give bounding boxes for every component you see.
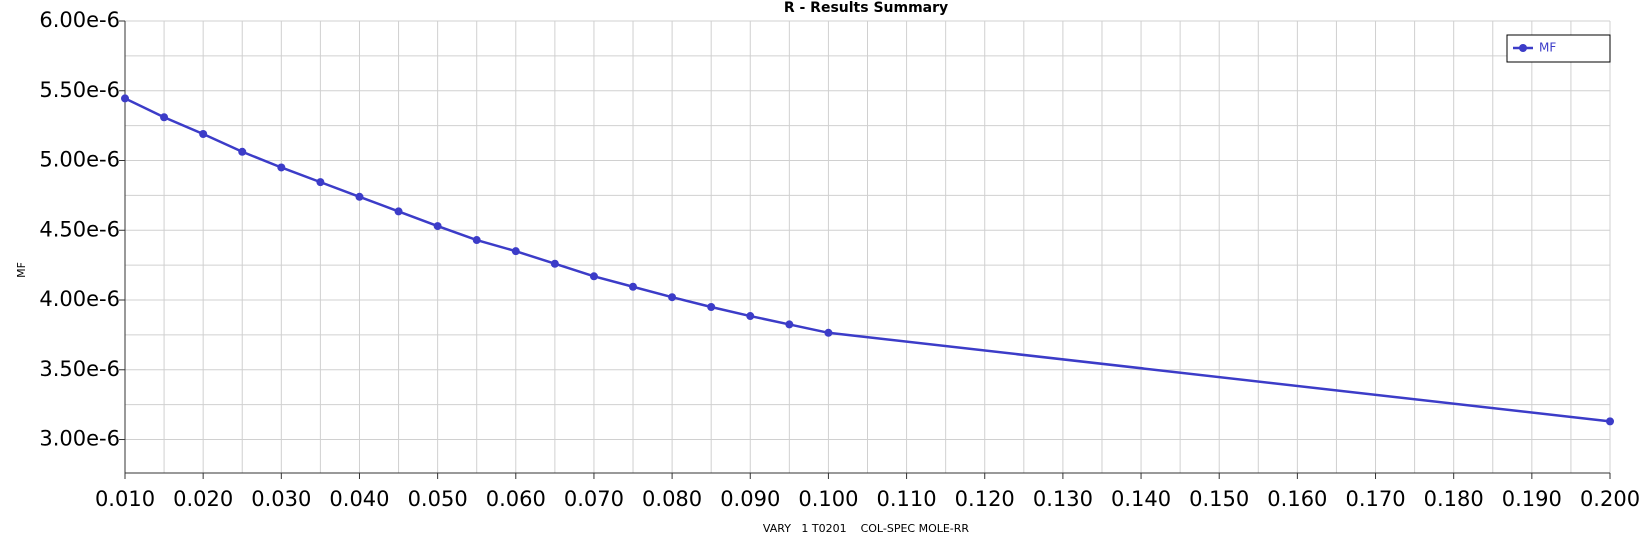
y-tick-label: 3.00e-6 [39, 427, 120, 451]
data-point [785, 320, 794, 329]
data-point [746, 312, 755, 321]
y-tick-label: 4.00e-6 [39, 287, 120, 311]
data-point [511, 247, 520, 256]
data-point [238, 147, 247, 156]
legend-label: MF [1539, 41, 1556, 55]
x-tick-label: 0.180 [1424, 487, 1484, 511]
x-tick-label: 0.100 [798, 487, 858, 511]
data-point [707, 302, 716, 311]
x-tick-label: 0.150 [1189, 487, 1249, 511]
x-tick-label: 0.170 [1345, 487, 1405, 511]
x-axis-title: VARY 1 T0201 COL-SPEC MOLE-RR [763, 522, 970, 535]
data-point [355, 192, 364, 201]
data-point [160, 113, 169, 122]
y-tick-label: 5.00e-6 [39, 148, 120, 172]
x-tick-label: 0.020 [173, 487, 233, 511]
data-point [589, 272, 598, 281]
y-tick-label: 6.00e-6 [39, 8, 120, 32]
y-tick-label: 3.50e-6 [39, 357, 120, 381]
series-line [124, 97, 1611, 423]
data-point [433, 222, 442, 231]
data-point [277, 163, 286, 172]
x-tick-label: 0.010 [95, 487, 155, 511]
data-point [394, 207, 403, 216]
x-tick-label: 0.090 [720, 487, 780, 511]
data-point [1606, 417, 1614, 426]
x-tick-label: 0.080 [642, 487, 702, 511]
data-point [316, 178, 325, 187]
x-tick-label: 0.140 [1111, 487, 1171, 511]
chart-title: R - Results Summary [784, 0, 948, 16]
legend-marker [1519, 44, 1527, 52]
x-tick-label: 0.190 [1502, 487, 1562, 511]
data-point [121, 94, 129, 103]
y-axis-title: MF [15, 262, 28, 278]
x-tick-label: 0.120 [955, 487, 1015, 511]
data-point [824, 328, 833, 337]
x-tick-label: 0.110 [877, 487, 937, 511]
x-tick-label: 0.070 [564, 487, 624, 511]
x-tick-label: 0.200 [1580, 487, 1640, 511]
x-tick-label: 0.050 [408, 487, 468, 511]
x-tick-label: 0.160 [1267, 487, 1327, 511]
data-point [199, 130, 208, 138]
data-point [550, 259, 559, 268]
x-tick-label: 0.060 [486, 487, 546, 511]
y-tick-label: 4.50e-6 [39, 217, 120, 241]
x-tick-label: 0.040 [329, 487, 389, 511]
data-point [668, 293, 677, 302]
x-tick-label: 0.030 [251, 487, 311, 511]
y-tick-label: 5.50e-6 [39, 78, 120, 102]
data-point [472, 236, 481, 245]
data-point [629, 282, 638, 291]
x-tick-label: 0.130 [1033, 487, 1093, 511]
